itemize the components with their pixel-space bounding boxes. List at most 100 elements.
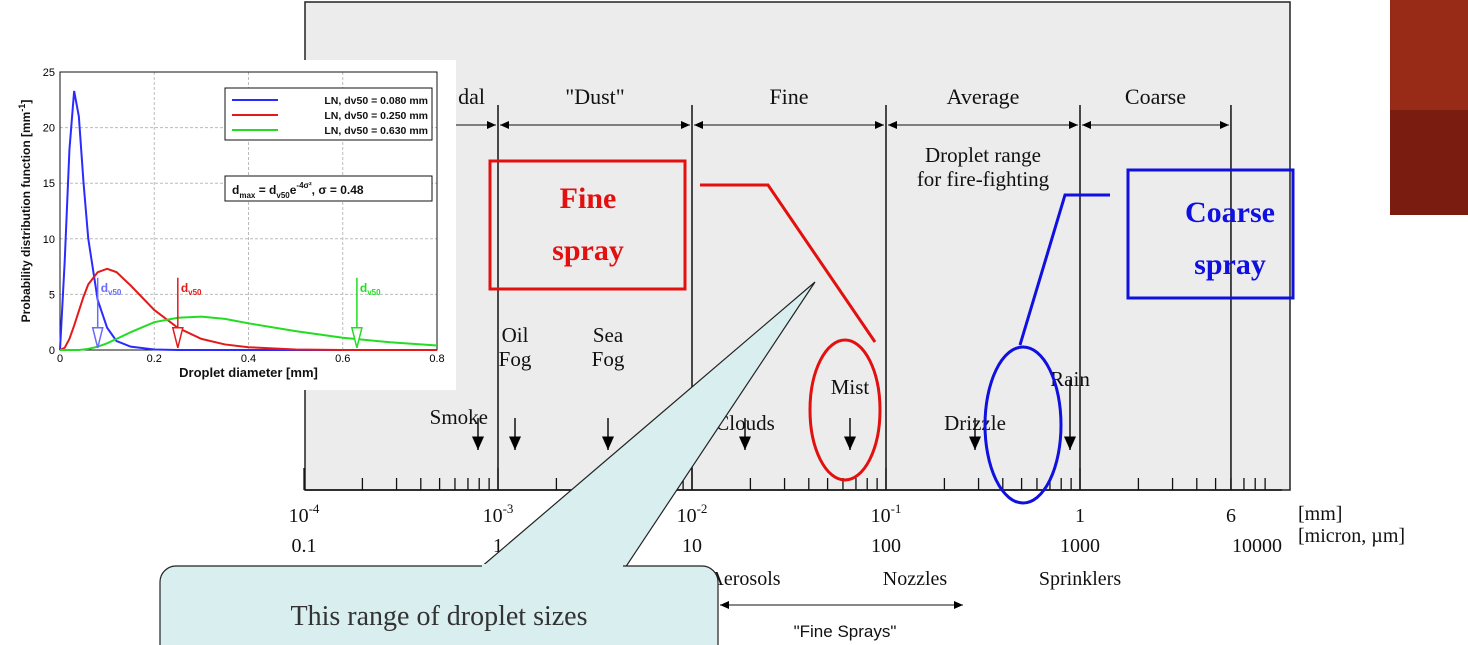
range-label: "Dust" xyxy=(565,84,625,109)
y-axis-label-part: Probability distribution function [mm xyxy=(19,112,33,323)
x-tick-label: 0.2 xyxy=(147,353,162,365)
mm-tick-base: 1 xyxy=(1075,505,1085,527)
dv50-label-base: d xyxy=(101,281,108,295)
phenomenon-label: Mist xyxy=(831,375,870,399)
y-tick-label: 25 xyxy=(43,67,55,79)
formula-part: max xyxy=(239,191,256,200)
formula-part: , σ = 0.48 xyxy=(312,183,364,197)
micron-tick-label: 1 xyxy=(493,535,503,557)
fine-spray-label: Fine xyxy=(560,182,617,215)
mm-tick-base: 10 xyxy=(677,505,697,527)
y-tick-label: 15 xyxy=(43,178,55,190)
micron-tick-label: 10000 xyxy=(1232,535,1282,557)
mm-tick-base: 10 xyxy=(483,505,503,527)
mm-tick-label: 10-3 xyxy=(483,501,514,527)
coarse-spray-label: Coarse xyxy=(1185,196,1275,229)
mm-tick-base: 6 xyxy=(1226,505,1236,527)
phenomenon-label: Oil xyxy=(502,323,529,347)
series-line xyxy=(60,315,438,351)
mm-tick-base: 10 xyxy=(871,505,891,527)
y-tick-label: 0 xyxy=(49,345,55,357)
x-tick-label: 0.6 xyxy=(335,353,350,365)
mm-tick-label: 10-2 xyxy=(677,501,708,527)
coarse-spray-ellipse xyxy=(983,345,1063,505)
legend-label: LN, dv50 = 0.080 mm xyxy=(324,95,428,107)
mm-tick-label: 1 xyxy=(1075,505,1085,527)
photo-highlight xyxy=(1390,0,1468,110)
callout-text: This range of droplet sizes xyxy=(290,601,587,632)
micron-tick-label: 1000 xyxy=(1060,535,1100,557)
fine-spray-leader xyxy=(700,183,877,343)
legend-box xyxy=(224,87,433,141)
unit-label: [micron, µm] xyxy=(1298,525,1405,547)
y-tick-label: 10 xyxy=(43,234,55,246)
device-label: Sprinklers xyxy=(1039,568,1121,590)
phenomenon-label: Fog xyxy=(499,347,532,371)
y-axis-label-part: ] xyxy=(19,100,33,104)
micron-tick-label: 10 xyxy=(682,535,702,557)
phenomenon-label: Fog xyxy=(592,347,625,371)
fine-sprays-label: "Fine Sprays" xyxy=(794,622,897,641)
mm-tick-exp: -2 xyxy=(697,501,708,516)
mm-tick-label: 10-4 xyxy=(289,501,320,527)
coarse-spray-label: spray xyxy=(1194,248,1266,281)
dv50-label-sub: v50 xyxy=(367,288,381,297)
range-label: Fine xyxy=(769,84,808,109)
y-axis-label-sup: -1 xyxy=(17,104,27,112)
callout-box xyxy=(159,565,719,645)
dv50-label-base: d xyxy=(360,281,367,295)
mm-tick-label: 10-1 xyxy=(871,501,902,527)
x-tick-label: 0 xyxy=(57,353,63,365)
y-tick-label: 20 xyxy=(43,123,55,135)
x-tick-label: 0.4 xyxy=(241,353,256,365)
device-label: Nozzles xyxy=(883,568,948,590)
micron-tick-label: 100 xyxy=(871,535,901,557)
formula-part: v50 xyxy=(276,191,290,200)
formula-part: = d xyxy=(255,183,276,197)
formula-box xyxy=(224,175,433,202)
dv50-arrowhead xyxy=(91,327,104,348)
x-axis-label: Droplet diameter [mm] xyxy=(179,365,318,380)
micron-tick-label: 0.1 xyxy=(292,535,317,557)
dv50-label: dv50 xyxy=(101,281,122,297)
y-tick-label: 5 xyxy=(49,289,55,301)
dv50-label-sub: v50 xyxy=(108,288,122,297)
mm-tick-exp: -4 xyxy=(309,501,320,516)
dv50-label: dv50 xyxy=(360,281,381,297)
phenomenon-label: Sea xyxy=(593,323,624,347)
formula-part: d xyxy=(232,183,239,197)
diagram-panel xyxy=(304,1,1291,491)
legend-label: LN, dv50 = 0.250 mm xyxy=(324,110,428,122)
mm-tick-exp: -1 xyxy=(891,501,902,516)
callout-seam xyxy=(482,564,623,569)
range-note: Droplet range xyxy=(925,143,1041,167)
formula-part: -4σ² xyxy=(296,181,312,190)
range-label: Average xyxy=(947,84,1020,109)
mm-tick-base: 10 xyxy=(289,505,309,527)
range-note: for fire-fighting xyxy=(917,167,1050,191)
fine-spray-box xyxy=(488,159,687,291)
series-line xyxy=(59,267,437,351)
range-label: dal xyxy=(458,84,485,109)
coarse-spray-box xyxy=(1126,168,1295,300)
dv50-label: dv50 xyxy=(181,281,202,297)
device-label: Aerosols xyxy=(709,568,780,590)
phenomenon-label: Smoke xyxy=(430,405,488,429)
fine-spray-ellipse xyxy=(808,338,882,482)
dv50-arrowhead xyxy=(171,327,184,348)
mm-tick-exp: -3 xyxy=(503,501,514,516)
mm-tick-label: 6 xyxy=(1226,505,1236,527)
coarse-spray-leader xyxy=(1018,193,1110,346)
fine-spray-label: spray xyxy=(552,234,624,267)
y-axis-label: Probability distribution function [mm-1] xyxy=(17,100,33,323)
dv50-arrowhead xyxy=(350,327,363,348)
formula-part: e xyxy=(290,183,297,197)
formula: dmax = dv50e-4σ², σ = 0.48 xyxy=(232,181,364,200)
dv50-label-sub: v50 xyxy=(188,288,202,297)
dv50-label-base: d xyxy=(181,281,188,295)
legend-label: LN, dv50 = 0.630 mm xyxy=(324,125,428,137)
x-tick-label: 0.8 xyxy=(429,353,444,365)
range-label: Coarse xyxy=(1125,84,1186,109)
unit-label: [mm] xyxy=(1298,503,1342,525)
